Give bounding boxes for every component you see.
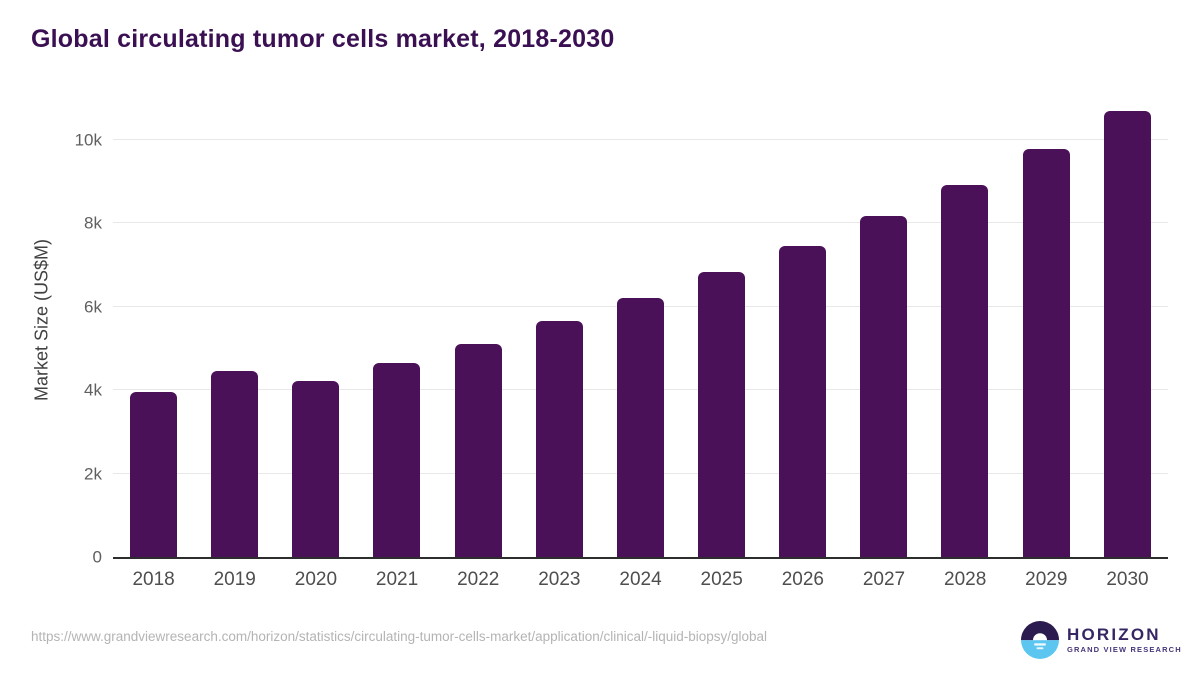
chart-title: Global circulating tumor cells market, 2… <box>31 25 615 53</box>
bar-2020[interactable] <box>292 381 340 557</box>
bar-2024[interactable] <box>616 297 664 557</box>
y-tick-8k: 8k <box>84 213 102 233</box>
x-label-2028: 2028 <box>944 569 987 590</box>
x-label-2019: 2019 <box>213 569 256 590</box>
y-axis-tick-labels: 0 2k 4k 6k 8k 10k <box>0 100 102 566</box>
x-label-2026: 2026 <box>781 569 824 590</box>
y-tick-0: 0 <box>92 547 102 567</box>
logo-brand: HORIZON <box>1067 625 1161 645</box>
x-label-2025: 2025 <box>700 569 743 590</box>
plot-area <box>113 100 1168 559</box>
gridline-8k <box>113 222 1168 224</box>
logo-wordmark: HORIZON GRAND VIEW RESEARCH <box>1067 626 1182 654</box>
bar-2028[interactable] <box>941 184 989 557</box>
x-label-2023: 2023 <box>538 569 581 590</box>
bar-2030[interactable] <box>1103 110 1151 557</box>
x-label-2018: 2018 <box>132 569 175 590</box>
x-label-2030: 2030 <box>1106 569 1149 590</box>
x-label-2027: 2027 <box>862 569 906 590</box>
bar-2023[interactable] <box>535 321 583 557</box>
bar-2022[interactable] <box>454 343 502 557</box>
horizon-sun-over-water-icon <box>1021 621 1059 659</box>
bar-series <box>113 100 1168 557</box>
gridline-10k <box>113 139 1168 141</box>
x-label-2022: 2022 <box>457 569 500 590</box>
bar-2029[interactable] <box>1022 149 1070 557</box>
bar-2019[interactable] <box>211 371 259 557</box>
y-tick-10k: 10k <box>74 130 102 150</box>
bar-2018[interactable] <box>130 392 178 557</box>
bar-2026[interactable] <box>779 245 827 557</box>
x-axis-labels: 2018 2019 2020 2021 2022 2023 2024 2025 2026 2027… <box>113 569 1168 591</box>
x-label-2020: 2020 <box>294 569 338 590</box>
x-label-2029: 2029 <box>1025 569 1068 590</box>
y-tick-6k: 6k <box>84 297 102 317</box>
x-label-2024: 2024 <box>619 569 662 590</box>
bar-2027[interactable] <box>860 215 908 557</box>
logo-subbrand: GRAND VIEW RESEARCH <box>1067 645 1182 655</box>
source-url: https://www.grandviewresearch.com/horizo… <box>31 629 768 644</box>
horizon-logo: HORIZON GRAND VIEW RESEARCH <box>1021 621 1182 659</box>
y-tick-4k: 4k <box>84 380 102 400</box>
y-tick-2k: 2k <box>84 464 102 484</box>
bar-2025[interactable] <box>698 272 746 557</box>
x-label-2021: 2021 <box>375 569 419 590</box>
bar-2021[interactable] <box>373 363 421 557</box>
